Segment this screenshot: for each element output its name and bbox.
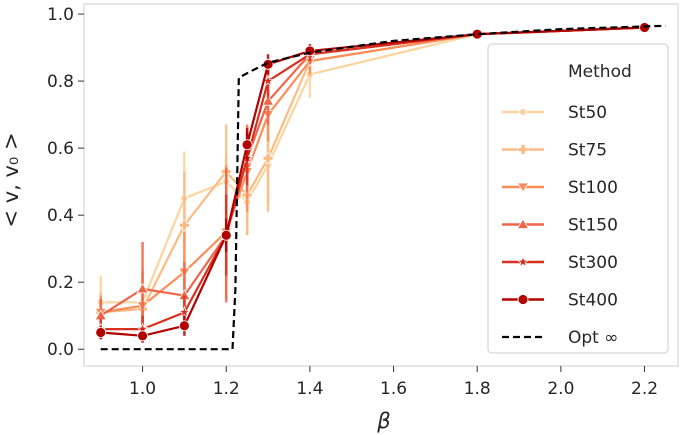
legend-item-opt: Opt ∞ [502, 328, 618, 348]
legend-item-st100: St100 [502, 178, 618, 198]
data-point [241, 139, 253, 151]
legend-item-st300: St300 [502, 253, 618, 273]
data-point [95, 327, 107, 338]
x-axis: 1.0 1.2 1.4 1.6 1.8 2.0 2.2 [129, 366, 658, 399]
legend: Method St50 St75 St100 St150 St300 St400 Opt ∞ [487, 43, 669, 354]
reference-line [100, 24, 666, 351]
y-tick-label: 0.2 [47, 273, 74, 293]
legend-marker [516, 255, 530, 268]
data-point [262, 152, 274, 164]
x-tick-label: 1.6 [380, 379, 407, 399]
legend-label: St300 [568, 253, 618, 273]
data-point [178, 305, 191, 318]
data-point [261, 94, 275, 106]
series-layer [94, 20, 651, 343]
legend-label: St100 [568, 178, 618, 198]
y-tick-label: 0.8 [47, 72, 74, 92]
legend-label: St400 [568, 291, 618, 311]
legend-item-st150: St150 [502, 216, 618, 236]
legend-item-st50: St50 [502, 103, 607, 123]
data-point [178, 320, 190, 332]
legend-label: St150 [568, 216, 618, 236]
legend-label: Opt ∞ [568, 328, 618, 348]
legend-marker [517, 144, 529, 155]
plot-border [83, 3, 679, 367]
x-tick-label: 1.8 [464, 379, 491, 399]
data-point [178, 219, 190, 231]
legend-box [487, 43, 669, 354]
plot-area [83, 3, 679, 367]
x-tick-label: 1.0 [129, 379, 156, 399]
y-tick-label: 1.0 [47, 5, 74, 25]
x-tick-label: 2.2 [631, 379, 658, 399]
x-tick-label: 2.0 [547, 379, 574, 399]
legend-item-st75: St75 [502, 141, 607, 161]
y-axis: 0.0 0.2 0.4 0.6 0.8 1.0 [47, 5, 84, 360]
legend-marker [516, 182, 530, 193]
series-st400 [95, 22, 650, 343]
y-axis-label: < v, v₀ > [0, 132, 23, 227]
legend-title: Method [568, 62, 632, 82]
data-point [137, 330, 148, 342]
legend-marker [516, 218, 530, 229]
legend-item-st400: St400 [502, 291, 618, 311]
y-tick-label: 0.6 [47, 139, 74, 159]
reference-layer [100, 24, 666, 351]
legend-marker [517, 294, 529, 305]
y-tick-label: 0.4 [47, 206, 74, 226]
y-tick-label: 0.0 [47, 340, 74, 360]
legend-label: St50 [568, 103, 607, 123]
x-tick-label: 1.2 [213, 379, 240, 399]
x-tick-label: 1.4 [296, 379, 323, 399]
legend-marker [519, 108, 527, 116]
legend-label: St75 [568, 141, 607, 161]
data-point [136, 282, 149, 294]
data-point [220, 229, 232, 241]
x-axis-label: β [376, 409, 390, 433]
